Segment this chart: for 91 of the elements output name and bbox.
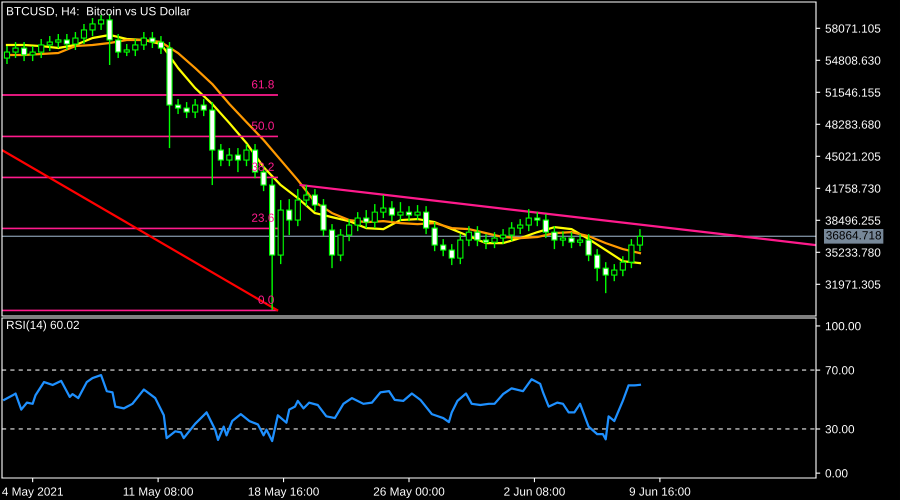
- candlestick: [560, 230, 566, 247]
- y-tick-label: 35233.780: [825, 248, 880, 257]
- candlestick: [124, 43, 130, 57]
- candlestick: [534, 211, 540, 227]
- candlestick: [397, 201, 404, 222]
- chart-title: RSI(14) 60.02: [7, 320, 79, 332]
- candlestick: [482, 233, 490, 250]
- candlestick: [517, 218, 524, 235]
- candlestick: [508, 221, 515, 242]
- candlestick: [354, 211, 361, 232]
- x-tick-label: 2 Jun 08:00: [504, 487, 565, 496]
- candlestick: [611, 263, 618, 282]
- y-tick-label: 38496.255: [825, 216, 880, 225]
- candlestick: [422, 205, 430, 235]
- candlestick: [312, 188, 318, 212]
- candlestick: [140, 31, 147, 51]
- candlestick: [132, 38, 138, 57]
- candlestick: [448, 243, 455, 266]
- y-tick-label: 58071.105: [826, 24, 880, 33]
- candlestick: [491, 231, 498, 249]
- candlestick: [46, 35, 53, 52]
- series-label: 61.8: [252, 80, 274, 89]
- candlestick: [286, 198, 292, 236]
- candlestick: [20, 41, 28, 62]
- candlestick: [388, 200, 396, 222]
- y-tick-label: 45021.205: [825, 152, 880, 161]
- candlestick: [636, 228, 644, 252]
- candlestick: [98, 14, 104, 31]
- candlestick: [466, 225, 472, 247]
- candlestick: [234, 147, 242, 173]
- y-tick-label: 51546.155: [826, 88, 880, 97]
- y-tick-label: 41758.730: [825, 184, 880, 193]
- line-series: [3, 374, 642, 442]
- x-tick-label: 18 May 16:00: [248, 487, 319, 498]
- candlestick: [526, 208, 532, 232]
- candlestick: [55, 33, 62, 49]
- candlestick: [457, 233, 464, 265]
- candlestick: [115, 33, 122, 59]
- candlestick: [500, 228, 506, 245]
- candlestick: [594, 248, 600, 282]
- candlestick: [89, 17, 96, 37]
- x-tick-label: 26 May 00:00: [374, 487, 444, 498]
- candlestick: [337, 228, 344, 262]
- candlestick: [432, 221, 438, 252]
- candlestick: [72, 31, 79, 51]
- y-tick-label: 100.00: [826, 322, 861, 330]
- y-tick-label: 30.00: [825, 425, 854, 434]
- candlestick: [174, 98, 182, 115]
- candlestick: [243, 143, 250, 167]
- candlestick: [294, 188, 301, 227]
- candlestick: [218, 143, 224, 167]
- candlestick: [64, 33, 70, 51]
- candlestick: [602, 261, 609, 294]
- candlestick: [158, 35, 164, 55]
- candlestick: [12, 41, 19, 59]
- candlestick: [4, 45, 10, 65]
- x-tick-label: 9 Jun 16:00: [630, 487, 690, 496]
- candlestick: [363, 209, 370, 229]
- x-tick-label: 4 May 2021: [2, 487, 63, 498]
- candlestick: [576, 233, 584, 247]
- candlestick: [346, 218, 352, 242]
- ref-line-label: 36864.718: [826, 231, 882, 240]
- candlestick: [440, 238, 446, 257]
- candlestick: [414, 204, 421, 221]
- candlestick: [380, 194, 386, 219]
- candlestick: [183, 101, 190, 119]
- candlestick: [406, 205, 412, 222]
- candlestick: [586, 233, 592, 262]
- candlestick: [303, 184, 310, 207]
- candlestick: [551, 225, 558, 250]
- candlestick: [192, 98, 198, 119]
- candlestick: [542, 213, 549, 239]
- y-tick-label: 0.00: [825, 469, 848, 478]
- chart-title: BTCUSD, H4: Bitcoin vs US Dollar: [7, 6, 190, 17]
- candlestick: [200, 98, 207, 117]
- y-tick-label: 48283.680: [825, 120, 880, 129]
- candlestick: [474, 225, 481, 247]
- series-label: 50.0: [252, 122, 274, 130]
- y-tick-label: 54808.630: [826, 56, 880, 65]
- candlestick: [372, 203, 378, 229]
- candlestick: [38, 38, 44, 59]
- candlestick: [628, 238, 635, 269]
- candlestick: [80, 23, 88, 45]
- candlestick: [620, 255, 626, 277]
- candlestick: [568, 231, 575, 249]
- y-tick-label: 31971.305: [825, 280, 880, 289]
- x-tick-label: 11 May 08:00: [124, 487, 193, 498]
- candlestick: [226, 147, 232, 167]
- y-tick-label: 70.00: [826, 366, 854, 374]
- candlestick: [149, 31, 156, 49]
- candlestick: [30, 45, 36, 62]
